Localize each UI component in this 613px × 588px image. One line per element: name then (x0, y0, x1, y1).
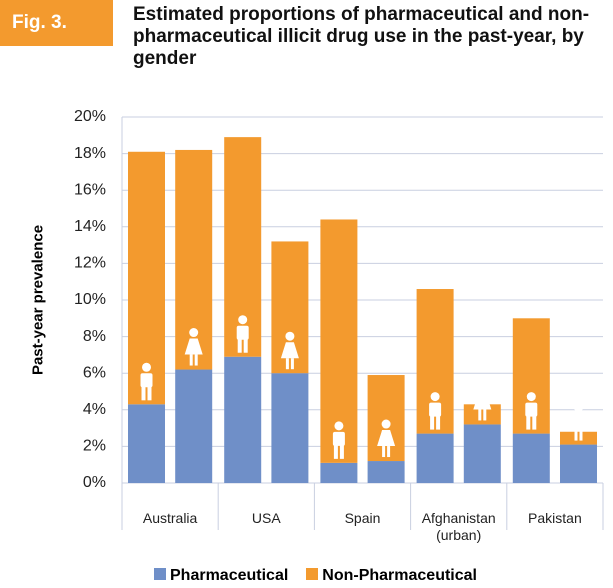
y-tick-label: 18% (74, 145, 106, 162)
bar-segment (512, 433, 550, 483)
icon-leg (430, 415, 435, 430)
bar-segment (128, 151, 165, 405)
icon-leg (483, 409, 487, 421)
icon-leg (243, 338, 248, 353)
y-tick-label: 20% (74, 108, 106, 125)
bar-segment (560, 431, 597, 445)
bar-segment (271, 373, 309, 483)
male-icon (429, 392, 442, 430)
x-tick-label: Spain (344, 510, 381, 526)
chart-title: Estimated proportions of pharmaceutical … (133, 4, 590, 69)
bar-segment (320, 462, 358, 483)
icon-leg (141, 386, 146, 401)
icon-head (477, 382, 487, 392)
icon-body (140, 373, 153, 388)
legend-swatch (154, 568, 166, 580)
legend-label: Non-Pharmaceutical (322, 567, 477, 584)
icon-leg (436, 415, 441, 430)
icon-head (142, 362, 151, 372)
male-icon (140, 362, 153, 401)
icon-body (473, 393, 492, 410)
y-tick-label: 10% (74, 291, 106, 308)
x-tick-label: USA (251, 510, 281, 526)
female-icon (569, 403, 588, 441)
icon-body (377, 430, 396, 447)
bar-segment (560, 444, 597, 483)
icon-head (189, 328, 199, 338)
icon-body (525, 402, 538, 417)
male-icon (332, 421, 345, 459)
icon-leg (382, 446, 386, 458)
icon-head (526, 392, 536, 402)
icon-leg (237, 338, 242, 353)
y-tick-label: 0% (83, 474, 106, 491)
y-tick-label: 8% (83, 328, 106, 345)
bar-segment (175, 369, 213, 483)
female-icon (280, 331, 299, 370)
icon-leg (194, 354, 198, 366)
female-icon (377, 419, 396, 458)
y-tick-label: 4% (83, 401, 106, 418)
male-icon (525, 392, 538, 430)
bar-segment (128, 404, 165, 483)
bar-segment (463, 424, 501, 483)
x-tick-label: Pakistan (528, 510, 582, 526)
icon-leg (574, 429, 578, 441)
icon-leg (526, 415, 531, 430)
icon-leg (333, 444, 338, 459)
icon-head (381, 419, 391, 429)
icon-body (184, 338, 203, 355)
icon-body (332, 431, 345, 446)
legend-swatch (306, 568, 319, 580)
bar-segment (416, 433, 454, 483)
y-tick-label: 6% (83, 364, 106, 381)
y-tick-label: 12% (74, 255, 106, 272)
icon-leg (189, 354, 193, 366)
icon-head (574, 403, 583, 413)
icon-head (334, 421, 344, 431)
icon-head (430, 392, 440, 402)
male-icon (236, 315, 249, 353)
y-tick-label: 2% (83, 438, 106, 455)
icon-leg (290, 358, 294, 370)
icon-head (285, 331, 295, 341)
bar-segment (224, 356, 262, 483)
icon-leg (532, 415, 537, 430)
icon-leg (478, 409, 482, 421)
bar-segment (367, 461, 405, 483)
bar-segment (367, 375, 405, 462)
icon-leg (339, 444, 344, 459)
x-tick-label: Australia (142, 510, 198, 526)
legend: Pharmaceutical Non-Pharmaceutical (0, 567, 613, 585)
legend-label: Pharmaceutical (170, 567, 289, 584)
icon-leg (387, 446, 391, 458)
y-tick-label: 16% (74, 181, 106, 198)
icon-leg (147, 386, 152, 401)
icon-head (238, 315, 248, 325)
y-tick-label: 14% (74, 218, 106, 235)
icon-body (429, 402, 442, 417)
icon-body (569, 413, 588, 430)
icon-leg (285, 358, 289, 370)
icon-body (280, 342, 299, 359)
icon-leg (579, 429, 583, 441)
figure-label: Fig. 3. (0, 0, 113, 46)
icon-body (236, 325, 249, 340)
bar-segment (463, 404, 501, 425)
female-icon (473, 382, 492, 421)
x-tick-label: Afghanistan (urban) (421, 510, 496, 543)
female-icon (184, 328, 203, 366)
